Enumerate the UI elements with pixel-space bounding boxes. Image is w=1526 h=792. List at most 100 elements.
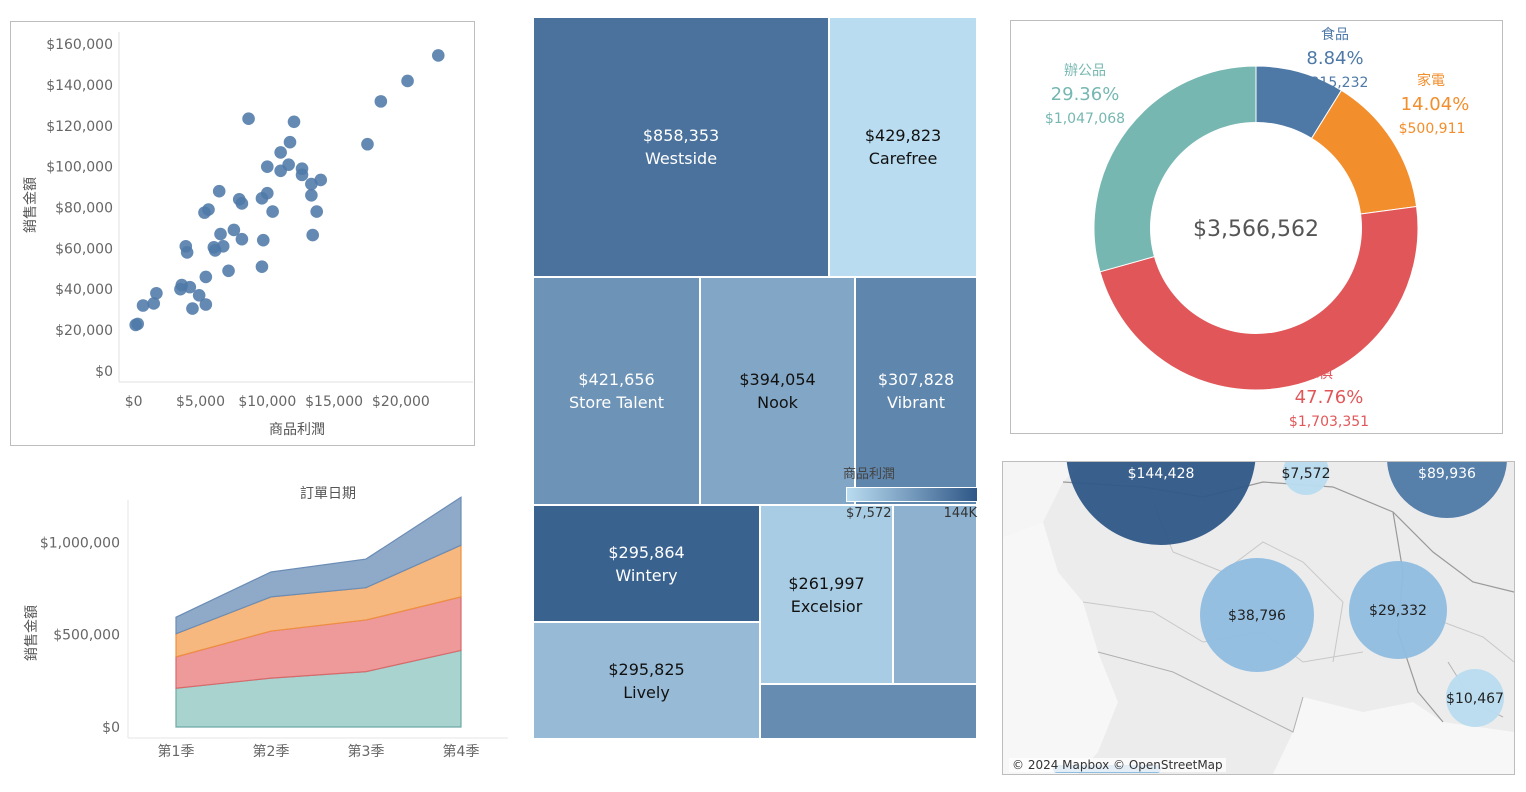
treemap-value: $421,656 bbox=[578, 370, 655, 389]
scatter-point[interactable] bbox=[180, 246, 194, 259]
scatter-ytick-label: $100,000 bbox=[46, 160, 113, 176]
scatter-point[interactable] bbox=[222, 264, 235, 278]
treemap-value: $394,054 bbox=[739, 370, 816, 389]
treemap-cell[interactable] bbox=[893, 505, 977, 684]
scatter-point[interactable] bbox=[150, 286, 163, 300]
donut-label-furniture-name: 傢俱 bbox=[1305, 366, 1333, 382]
treemap-value: $307,828 bbox=[877, 370, 955, 389]
scatter-point[interactable] bbox=[260, 186, 274, 200]
scatter-point[interactable] bbox=[305, 188, 318, 202]
treemap-name: Carefree bbox=[868, 149, 938, 168]
scatter-point[interactable] bbox=[282, 158, 295, 171]
area-ytick-label: $0 bbox=[102, 720, 120, 736]
scatter-point[interactable] bbox=[235, 232, 249, 246]
scatter-point[interactable] bbox=[199, 298, 213, 311]
donut-label-furniture-percent: 47.76% bbox=[1295, 387, 1364, 408]
scatter-point[interactable] bbox=[212, 184, 226, 198]
map-canvas: $144,428 $7,572 $89,936 $38,796 $29,332 … bbox=[1003, 462, 1514, 774]
scatter-point[interactable] bbox=[216, 240, 230, 253]
scatter-ytick-label: $160,000 bbox=[46, 37, 113, 53]
scatter-point[interactable] bbox=[287, 115, 301, 129]
area-xtick-label: 第1季 bbox=[158, 743, 195, 760]
scatter-point[interactable] bbox=[256, 233, 270, 247]
treemap-cell[interactable]: $261,997 Excelsior bbox=[760, 505, 893, 684]
map-attribution[interactable]: © 2024 Mapbox © OpenStreetMap bbox=[1009, 758, 1226, 772]
treemap-cell[interactable]: $307,828 Vibrant bbox=[855, 277, 977, 505]
scatter-point[interactable] bbox=[199, 270, 213, 284]
treemap-cell[interactable]: $429,823 Carefree bbox=[829, 17, 977, 277]
scatter-point[interactable] bbox=[310, 205, 324, 218]
area-series[interactable] bbox=[175, 496, 462, 635]
scatter-point[interactable] bbox=[242, 112, 255, 126]
donut-label-furniture-amount: $1,703,351 bbox=[1289, 414, 1369, 430]
map-bubble[interactable] bbox=[1283, 462, 1329, 495]
treemap-value: $429,823 bbox=[864, 126, 942, 145]
map-bubble-label: $29,332 bbox=[1369, 603, 1427, 619]
treemap-cell[interactable]: $295,825 Lively bbox=[533, 622, 760, 739]
scatter-xlabel: 商品利潤 bbox=[269, 422, 325, 438]
treemap-cell[interactable]: $421,656 Store Talent bbox=[533, 277, 700, 505]
scatter-point[interactable] bbox=[266, 205, 279, 218]
map-bubble[interactable] bbox=[1349, 561, 1447, 659]
area-ytick-label: $1,000,000 bbox=[40, 535, 120, 551]
scatter-panel: $0 $20,000 $40,000 $60,000 $80,000 $100,000 $1… bbox=[10, 21, 475, 446]
treemap-name: Westside bbox=[644, 149, 718, 168]
scatter-ytick-label: $40,000 bbox=[55, 282, 113, 298]
map-bubble[interactable] bbox=[1066, 462, 1256, 545]
scatter-point[interactable] bbox=[136, 299, 150, 312]
scatter-point[interactable] bbox=[361, 137, 374, 151]
scatter-point[interactable] bbox=[227, 223, 241, 237]
treemap-value: $295,864 bbox=[608, 542, 685, 562]
donut-chart: $3,566,562 食品 8.84% $315,232 家電 14.04% $… bbox=[1045, 26, 1470, 430]
scatter-ytick-label: $60,000 bbox=[55, 241, 113, 257]
scatter-point[interactable] bbox=[235, 197, 249, 210]
donut-label-office-name: 辦公品 bbox=[1064, 63, 1106, 79]
scatter-chart: $0 $20,000 $40,000 $60,000 $80,000 $100,000 $1… bbox=[23, 32, 473, 438]
donut-label-food-percent: 8.84% bbox=[1306, 48, 1363, 69]
scatter-point[interactable] bbox=[186, 302, 199, 315]
scatter-point[interactable] bbox=[131, 317, 144, 331]
scatter-point[interactable] bbox=[401, 74, 414, 88]
scatter-point[interactable] bbox=[147, 297, 161, 310]
map-bubble[interactable] bbox=[1446, 669, 1504, 727]
scatter-point[interactable] bbox=[255, 260, 269, 274]
treemap-name: Vibrant bbox=[887, 393, 945, 412]
treemap-cell[interactable]: $295,864 Wintery bbox=[533, 505, 760, 622]
treemap-legend-title: 商品利潤 bbox=[843, 467, 896, 482]
scatter-point[interactable] bbox=[306, 228, 320, 242]
area-ylabel: 銷售金額 bbox=[24, 605, 40, 661]
scatter-point[interactable] bbox=[374, 95, 388, 108]
scatter-point[interactable] bbox=[202, 203, 215, 216]
treemap-name: Excelsior bbox=[790, 596, 863, 616]
treemap-value: $858,353 bbox=[642, 126, 720, 145]
scatter-ytick-label: $80,000 bbox=[55, 201, 113, 217]
treemap-value: $295,825 bbox=[608, 659, 685, 679]
treemap-legend-min: $7,572 bbox=[846, 506, 892, 521]
treemap-name: Store Talent bbox=[568, 393, 664, 412]
treemap-cell[interactable]: $858,353 Westside bbox=[533, 17, 829, 277]
scatter-point[interactable] bbox=[260, 160, 274, 173]
donut-label-appliance-percent: 14.04% bbox=[1401, 94, 1470, 115]
scatter-ytick-label: $140,000 bbox=[46, 78, 113, 94]
scatter-xtick-label: $20,000 bbox=[372, 394, 430, 410]
scatter-point[interactable] bbox=[274, 146, 287, 159]
treemap-name: Lively bbox=[623, 682, 670, 702]
treemap-cell[interactable] bbox=[760, 684, 977, 739]
map-bubble[interactable] bbox=[1387, 462, 1507, 518]
donut-label-appliance-amount: $500,911 bbox=[1399, 121, 1466, 137]
scatter-point[interactable] bbox=[295, 168, 309, 182]
scatter-point[interactable] bbox=[314, 173, 328, 187]
treemap-name: Nook bbox=[757, 393, 798, 412]
donut-label-office-percent: 29.36% bbox=[1051, 84, 1120, 105]
scatter-point[interactable] bbox=[214, 227, 227, 241]
treemap-cell[interactable]: $394,054 Nook bbox=[700, 277, 855, 505]
scatter-point[interactable] bbox=[192, 289, 206, 302]
donut-center-label: $3,566,562 bbox=[1193, 217, 1319, 242]
scatter-ytick-label: $20,000 bbox=[55, 323, 113, 339]
scatter-point[interactable] bbox=[283, 135, 297, 149]
scatter-point[interactable] bbox=[431, 49, 445, 62]
area-xtick-label: 第2季 bbox=[253, 743, 290, 760]
scatter-point[interactable] bbox=[183, 280, 197, 294]
scatter-ylabel: 銷售金額 bbox=[23, 177, 39, 233]
map-bubble[interactable] bbox=[1200, 558, 1314, 672]
